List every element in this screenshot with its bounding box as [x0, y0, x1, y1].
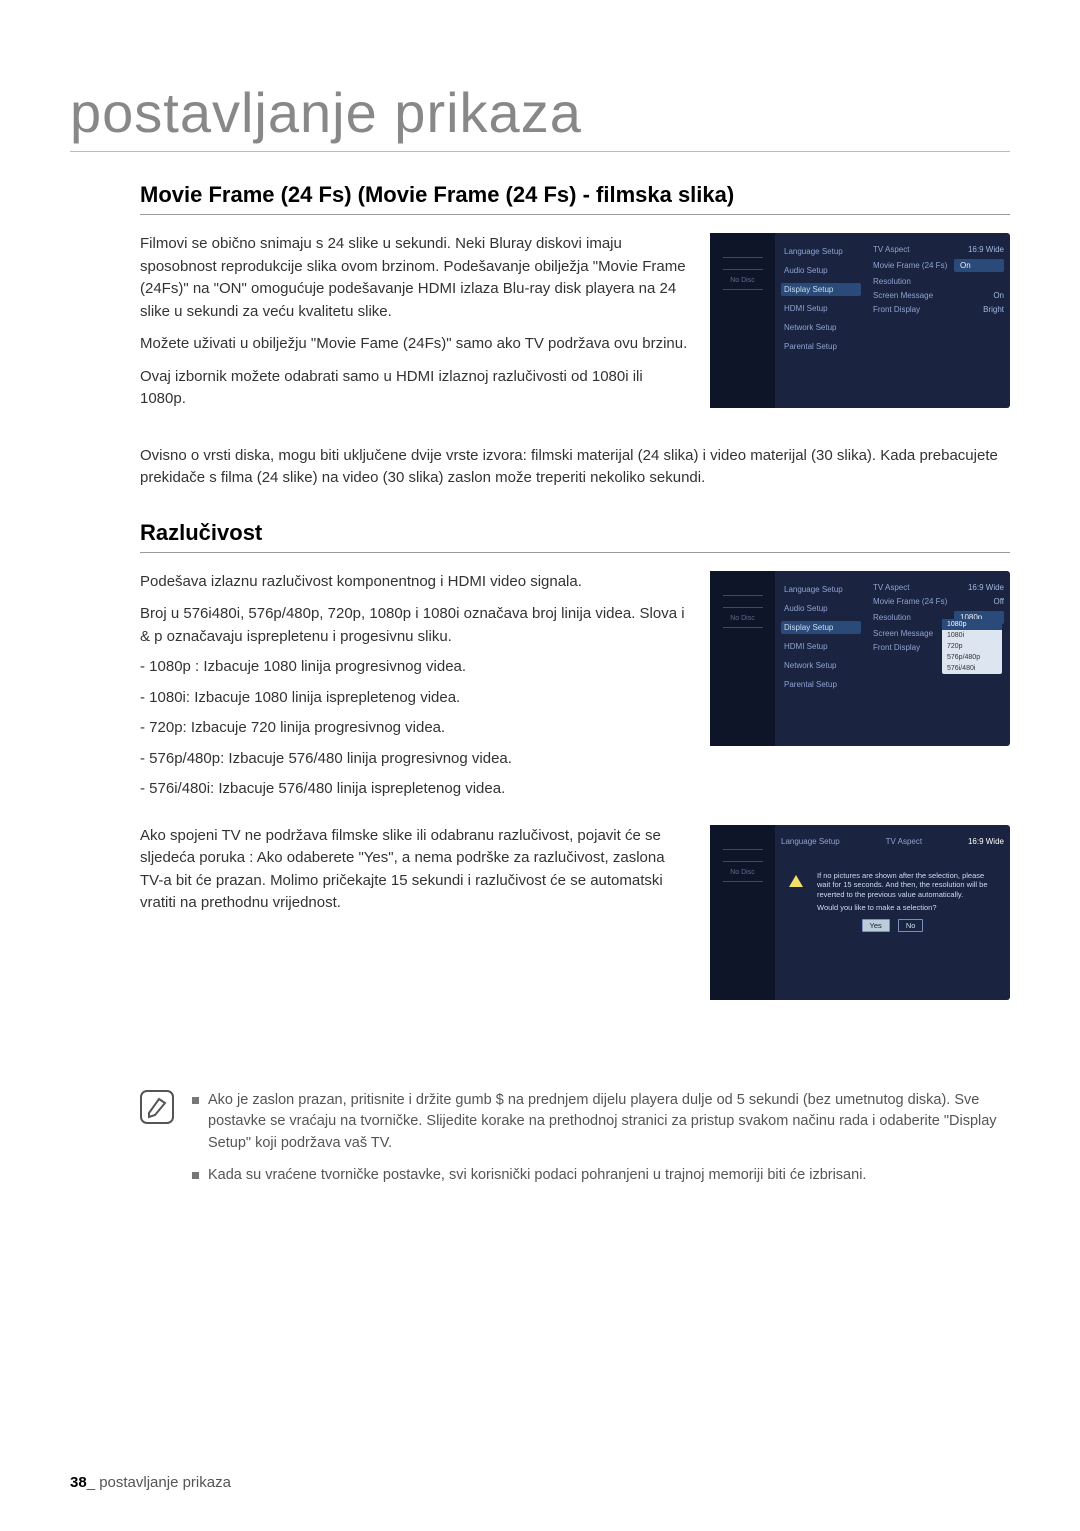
tv-screenshot-3: No Disc Language Setup TV Aspect 16:9 Wi… [710, 825, 1010, 1000]
footer-txt: _ postavljanje prikaza [87, 1474, 231, 1491]
tv1-menu: Language Setup Audio Setup Display Setup HD… [775, 233, 867, 408]
note-1: Ako je zaslon prazan, pritisnite i držit… [192, 1090, 1010, 1155]
s2-warn: Ako spojeni TV ne podržava filmske slike… [140, 825, 690, 915]
menu-item: Network Setup [781, 659, 861, 672]
menu-item: HDMI Setup [781, 302, 861, 315]
tv3-yes: Yes [862, 919, 890, 932]
menu-row: Movie Frame (24 Fs)On [873, 259, 1004, 272]
s2-intro: Podešava izlaznu razlučivost komponentno… [140, 571, 690, 594]
note-icon [140, 1090, 174, 1124]
tv3-r0v: 16:9 Wide [968, 837, 1004, 846]
s1-p4: Ovisno o vrsti diska, mogu biti uključen… [140, 445, 1010, 490]
tv1-rows: TV Aspect16:9 Wide Movie Frame (24 Fs)On R… [867, 233, 1010, 408]
tv2-nodisc: No Disc [730, 615, 755, 622]
s2-sub2: - 1080i: Izbacuje 1080 linija ispreplete… [140, 687, 690, 710]
menu-item: Language Setup [781, 583, 861, 596]
warning-icon [789, 875, 803, 887]
s2-b1: Broj u 576i480i, 576p/480p, 720p, 1080p … [140, 603, 690, 648]
s1-p2: Možete uživati u obilježju "Movie Fame (… [140, 333, 690, 356]
dropdown-item: 576i/480i [942, 663, 1002, 674]
tv3-no: No [898, 919, 924, 932]
section2-title: Razlučivost [140, 520, 1010, 553]
tv-screenshot-2: No Disc Language Setup Audio Setup Display… [710, 571, 1010, 746]
menu-row: TV Aspect16:9 Wide [873, 583, 1004, 592]
section1-title: Movie Frame (24 Fs) (Movie Frame (24 Fs)… [140, 182, 1010, 215]
menu-item: HDMI Setup [781, 640, 861, 653]
tv2-menu: Language Setup Audio Setup Display Setup HD… [775, 571, 867, 746]
tv3-nodisc: No Disc [730, 869, 755, 876]
dropdown-item: 720p [942, 641, 1002, 652]
tv3-warn-text: If no pictures are shown after the selec… [817, 871, 994, 900]
dropdown-item: 576p/480p [942, 652, 1002, 663]
s2-sub4: - 576p/480p: Izbacuje 576/480 linija pro… [140, 748, 690, 771]
tv1-nodisc: No Disc [730, 277, 755, 284]
s2-sub1: - 1080p : Izbacuje 1080 linija progresiv… [140, 656, 690, 679]
menu-item: Network Setup [781, 321, 861, 334]
menu-row: TV Aspect16:9 Wide [873, 245, 1004, 254]
dropdown-item: 1080i [942, 630, 1002, 641]
tv3-r0l: TV Aspect [886, 837, 922, 846]
menu-item: Parental Setup [781, 340, 861, 353]
tv3-warn-q: Would you like to make a selection? [817, 903, 994, 913]
dropdown-item: 1080p [942, 619, 1002, 630]
page-title: postavljanje prikaza [70, 80, 1010, 152]
tv-screenshot-1: No Disc Language Setup Audio Setup Display… [710, 233, 1010, 408]
menu-item: Display Setup [781, 621, 861, 634]
menu-row: Movie Frame (24 Fs)Off [873, 597, 1004, 606]
tv3-lang: Language Setup [781, 837, 840, 846]
s1-p1: Filmovi se obično snimaju s 24 slike u s… [140, 233, 690, 323]
tv2-dropdown: 1080p1080i720p576p/480p576i/480i [942, 619, 1002, 674]
s2-sub5: - 576i/480i: Izbacuje 576/480 linija isp… [140, 778, 690, 801]
menu-item: Parental Setup [781, 678, 861, 691]
menu-row: Resolution [873, 277, 1004, 286]
menu-row: Screen MessageOn [873, 291, 1004, 300]
page-footer: 38_ postavljanje prikaza [70, 1474, 231, 1491]
s1-p3: Ovaj izbornik možete odabrati samo u HDM… [140, 366, 690, 411]
menu-row: Front DisplayBright [873, 305, 1004, 314]
note-2: Kada su vraćene tvorničke postavke, svi … [192, 1165, 1010, 1187]
tv3-warn: If no pictures are shown after the selec… [781, 863, 1004, 940]
footer-num: 38 [70, 1474, 87, 1491]
menu-item: Audio Setup [781, 602, 861, 615]
menu-item: Language Setup [781, 245, 861, 258]
menu-item: Display Setup [781, 283, 861, 296]
menu-item: Audio Setup [781, 264, 861, 277]
s2-sub3: - 720p: Izbacuje 720 linija progresivnog… [140, 717, 690, 740]
